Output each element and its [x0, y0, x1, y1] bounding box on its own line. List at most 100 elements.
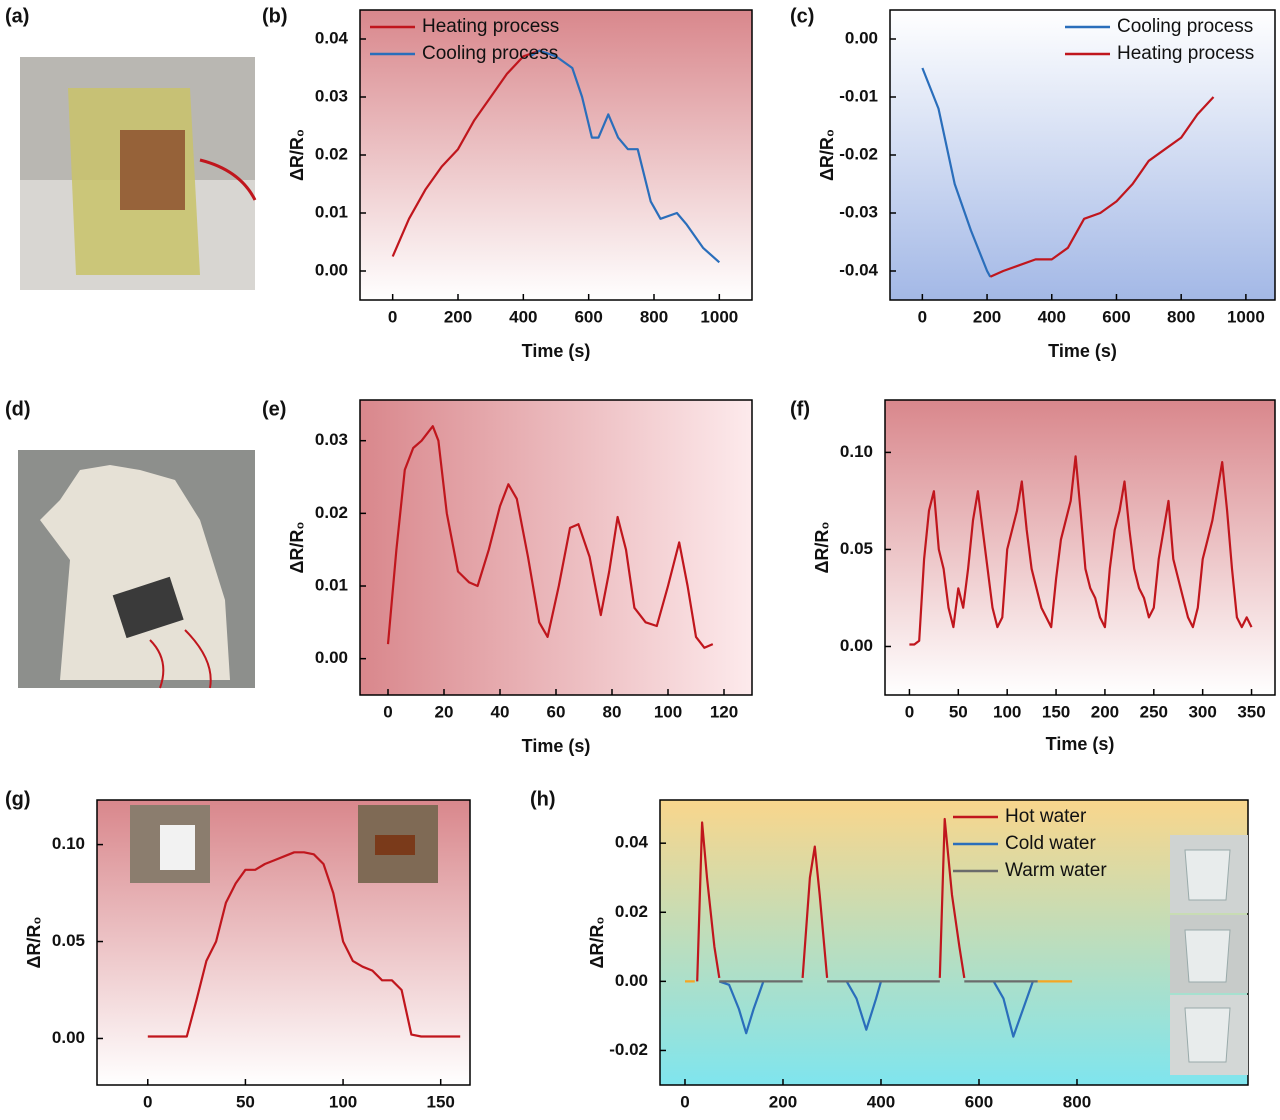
- data-line: [718, 980, 1034, 1038]
- panel-label: (h): [530, 788, 556, 810]
- x-tick-label: 100: [329, 1092, 357, 1111]
- x-axis-label: Time (s): [1048, 341, 1117, 361]
- y-tick-label: 0.05: [52, 931, 85, 950]
- plot-background: [360, 10, 752, 300]
- x-tick-label: 60: [547, 702, 566, 721]
- x-tick-label: 150: [427, 1092, 455, 1111]
- y-tick-label: -0.02: [839, 144, 878, 163]
- y-tick-label: -0.02: [609, 1040, 648, 1059]
- x-tick-label: 0: [383, 702, 392, 721]
- legend-label: Cold water: [1005, 833, 1096, 854]
- panel-label: (a): [5, 5, 29, 27]
- photo-glove: [18, 450, 255, 689]
- data-line: [386, 425, 714, 649]
- x-tick-label: 600: [1102, 307, 1130, 326]
- photo-beaker: [20, 57, 257, 290]
- y-axis-label: ΔR/R₀: [24, 916, 44, 968]
- y-tick-label: 0.02: [315, 144, 348, 163]
- y-tick-label: 0.01: [315, 575, 348, 594]
- y-tick-label: -0.01: [839, 86, 878, 105]
- axes-frame: [96, 799, 471, 1086]
- x-tick-label: 400: [1038, 307, 1066, 326]
- data-line: [147, 851, 461, 1038]
- x-tick-label: 150: [1042, 702, 1070, 721]
- x-tick-label: 200: [769, 1092, 797, 1111]
- plot-background: [660, 800, 1248, 1085]
- x-tick-label: 400: [509, 307, 537, 326]
- axes-frame: [884, 399, 1276, 696]
- data-line: [696, 817, 966, 982]
- legend-label: Hot water: [1005, 806, 1087, 827]
- y-axis-label: ΔR/R₀: [287, 521, 307, 573]
- y-tick-label: 0.01: [315, 202, 348, 221]
- plot-background: [885, 400, 1275, 695]
- panel-label: (g): [5, 788, 31, 810]
- x-tick-label: 100: [654, 702, 682, 721]
- data-line: [391, 49, 541, 257]
- x-tick-label: 0: [680, 1092, 689, 1111]
- x-tick-label: 800: [640, 307, 668, 326]
- x-tick-label: 0: [918, 307, 927, 326]
- y-tick-label: 0.02: [315, 503, 348, 522]
- x-tick-label: 0: [388, 307, 397, 326]
- y-tick-label: 0.04: [615, 833, 649, 852]
- x-tick-label: 1000: [1227, 307, 1265, 326]
- panel-label: (e): [262, 398, 286, 420]
- legend-label: Heating process: [1117, 43, 1254, 64]
- axes-frame: [359, 399, 753, 696]
- y-tick-label: -0.03: [839, 202, 878, 221]
- y-tick-label: 0.03: [315, 430, 348, 449]
- plot-background: [890, 10, 1275, 300]
- x-axis-label: Time (s): [522, 341, 591, 361]
- panel-label: (d): [5, 398, 31, 420]
- y-axis-label: ΔR/R₀: [287, 129, 307, 181]
- photos: (a) (d): [5, 5, 1248, 1075]
- x-tick-label: 20: [435, 702, 454, 721]
- axes-frame: [889, 9, 1276, 301]
- axes-frame: [359, 9, 753, 301]
- y-tick-label: 0.04: [315, 28, 349, 47]
- x-tick-label: 250: [1140, 702, 1168, 721]
- x-tick-label: 600: [965, 1092, 993, 1111]
- y-tick-label: 0.00: [315, 648, 348, 667]
- x-tick-label: 100: [993, 702, 1021, 721]
- y-tick-label: 0.03: [315, 86, 348, 105]
- y-tick-label: 0.02: [615, 902, 648, 921]
- x-axis-label: Time (s): [522, 736, 591, 756]
- y-tick-label: 0.00: [840, 636, 873, 655]
- legend-label: Cooling process: [422, 43, 558, 64]
- x-tick-label: 1000: [700, 307, 738, 326]
- y-tick-label: 0.00: [845, 28, 878, 47]
- panel-label: (c): [790, 5, 814, 27]
- x-axis-label: Time (s): [1046, 734, 1115, 754]
- y-axis-label: ΔR/R₀: [817, 129, 837, 181]
- x-tick-label: 600: [574, 307, 602, 326]
- x-tick-label: 350: [1237, 702, 1265, 721]
- y-tick-label: 0.05: [840, 539, 873, 558]
- x-tick-label: 50: [236, 1092, 255, 1111]
- y-tick-label: 0.00: [615, 971, 648, 990]
- y-tick-label: 0.00: [315, 260, 348, 279]
- y-tick-label: 0.10: [840, 442, 873, 461]
- x-tick-label: 120: [710, 702, 738, 721]
- y-axis-label: ΔR/R₀: [587, 916, 607, 968]
- panel-label: (f): [790, 398, 810, 420]
- x-tick-label: 40: [491, 702, 510, 721]
- data-line: [529, 49, 721, 264]
- x-tick-label: 800: [1167, 307, 1195, 326]
- x-tick-label: 200: [973, 307, 1001, 326]
- y-tick-label: 0.00: [52, 1028, 85, 1047]
- data-line: [909, 455, 1253, 646]
- y-axis-label: ΔR/R₀: [812, 521, 832, 573]
- x-tick-label: 80: [603, 702, 622, 721]
- x-tick-label: 200: [1091, 702, 1119, 721]
- y-tick-label: 0.10: [52, 834, 85, 853]
- x-tick-label: 0: [905, 702, 914, 721]
- data-line: [989, 96, 1215, 278]
- y-tick-label: -0.04: [839, 260, 878, 279]
- plot-background: [360, 400, 752, 695]
- legend-label: Heating process: [422, 16, 559, 37]
- legend-label: Cooling process: [1117, 16, 1253, 37]
- panel-label: (b): [262, 5, 288, 27]
